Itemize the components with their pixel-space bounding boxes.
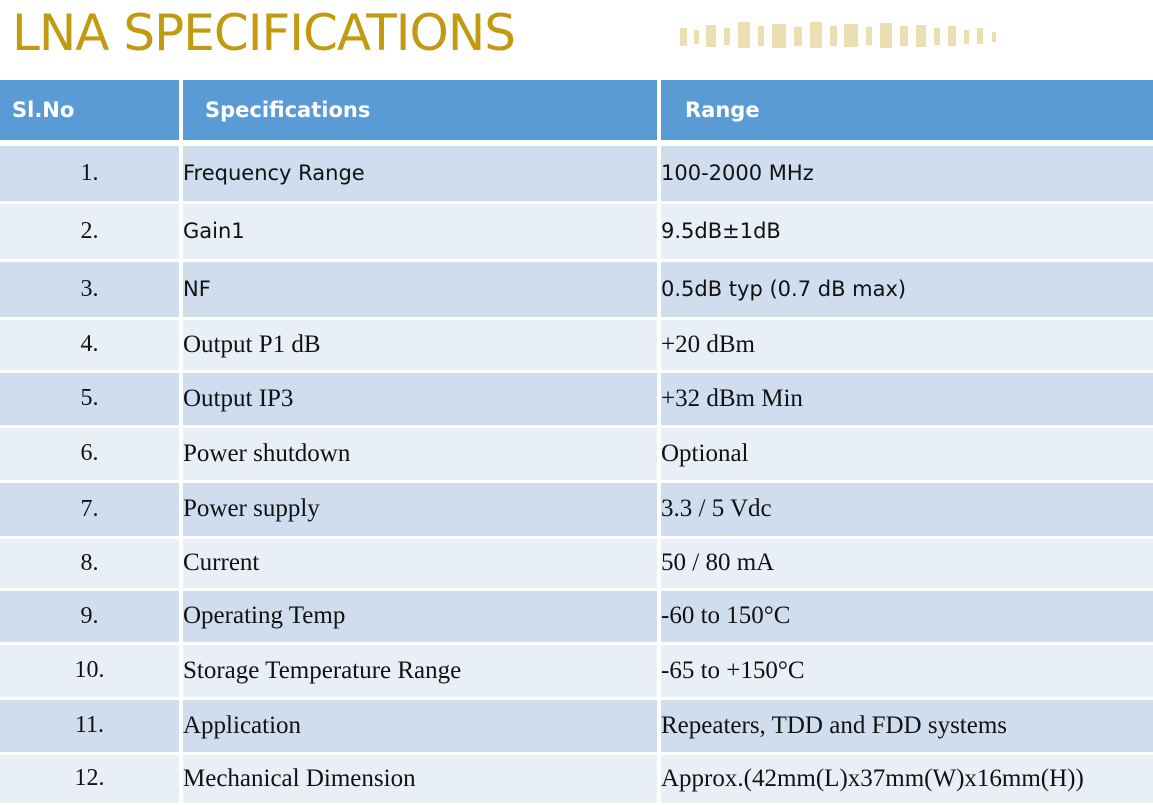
table-row: 9. Operating Temp -60 to 150°C	[0, 589, 1153, 643]
spec-name: Application	[181, 698, 661, 753]
spec-name: Current	[181, 537, 661, 589]
table-row: 11. Application Repeaters, TDD and FDD s…	[0, 698, 1153, 753]
spec-range: Optional	[659, 426, 1153, 481]
row-number: 5.	[0, 371, 183, 426]
table-row: 12. Mechanical Dimension Approx.(42mm(L)…	[0, 753, 1153, 803]
table-row: 3. NF 0.5dB typ (0.7 dB max)	[0, 260, 1153, 318]
row-number: 12.	[0, 753, 183, 803]
spec-range: Repeaters, TDD and FDD systems	[659, 698, 1153, 753]
row-number: 9.	[0, 589, 183, 643]
spec-name: Output P1 dB	[181, 318, 661, 371]
spec-name: Frequency Range	[181, 143, 661, 202]
faded-logo-watermark	[680, 22, 996, 48]
table-row: 4. Output P1 dB +20 dBm	[0, 318, 1153, 371]
row-number: 3.	[0, 260, 183, 318]
spec-name: Mechanical Dimension	[181, 753, 661, 803]
table-row: 1. Frequency Range 100-2000 MHz	[0, 143, 1153, 202]
spec-range: 50 / 80 mA	[659, 537, 1153, 589]
page-title: LNA SPECIFICATIONS	[12, 4, 516, 62]
spec-name: NF	[181, 260, 661, 318]
header-specifications: Specifications	[181, 80, 661, 143]
row-number: 10.	[0, 643, 183, 698]
table-header-row: Sl.No Specifications Range	[0, 80, 1153, 143]
row-number: 4.	[0, 318, 183, 371]
spec-range: 3.3 / 5 Vdc	[659, 481, 1153, 537]
spec-range: +32 dBm Min	[659, 371, 1153, 426]
spec-name: Power supply	[181, 481, 661, 537]
table-row: 8. Current 50 / 80 mA	[0, 537, 1153, 589]
spec-name: Storage Temperature Range	[181, 643, 661, 698]
spec-range: 0.5dB typ (0.7 dB max)	[659, 260, 1153, 318]
spec-name: Operating Temp	[181, 589, 661, 643]
table-row: 6. Power shutdown Optional	[0, 426, 1153, 481]
row-number: 11.	[0, 698, 183, 753]
table-row: 10. Storage Temperature Range -65 to +15…	[0, 643, 1153, 698]
spec-range: 9.5dB±1dB	[659, 202, 1153, 260]
row-number: 2.	[0, 202, 183, 260]
row-number: 6.	[0, 426, 183, 481]
spec-name: Gain1	[181, 202, 661, 260]
table-row: 5. Output IP3 +32 dBm Min	[0, 371, 1153, 426]
spec-range: +20 dBm	[659, 318, 1153, 371]
spec-range: -60 to 150°C	[659, 589, 1153, 643]
spec-name: Output IP3	[181, 371, 661, 426]
row-number: 8.	[0, 537, 183, 589]
header-sl-no: Sl.No	[0, 80, 183, 143]
spec-range: -65 to +150°C	[659, 643, 1153, 698]
spec-range: 100-2000 MHz	[659, 143, 1153, 202]
row-number: 7.	[0, 481, 183, 537]
specifications-table: Sl.No Specifications Range 1. Frequency …	[0, 80, 1153, 803]
table-row: 2. Gain1 9.5dB±1dB	[0, 202, 1153, 260]
spec-range: Approx.(42mm(L)x37mm(W)x16mm(H))	[659, 753, 1153, 803]
spec-name: Power shutdown	[181, 426, 661, 481]
table-row: 7. Power supply 3.3 / 5 Vdc	[0, 481, 1153, 537]
row-number: 1.	[0, 143, 183, 202]
header-range: Range	[659, 80, 1153, 143]
